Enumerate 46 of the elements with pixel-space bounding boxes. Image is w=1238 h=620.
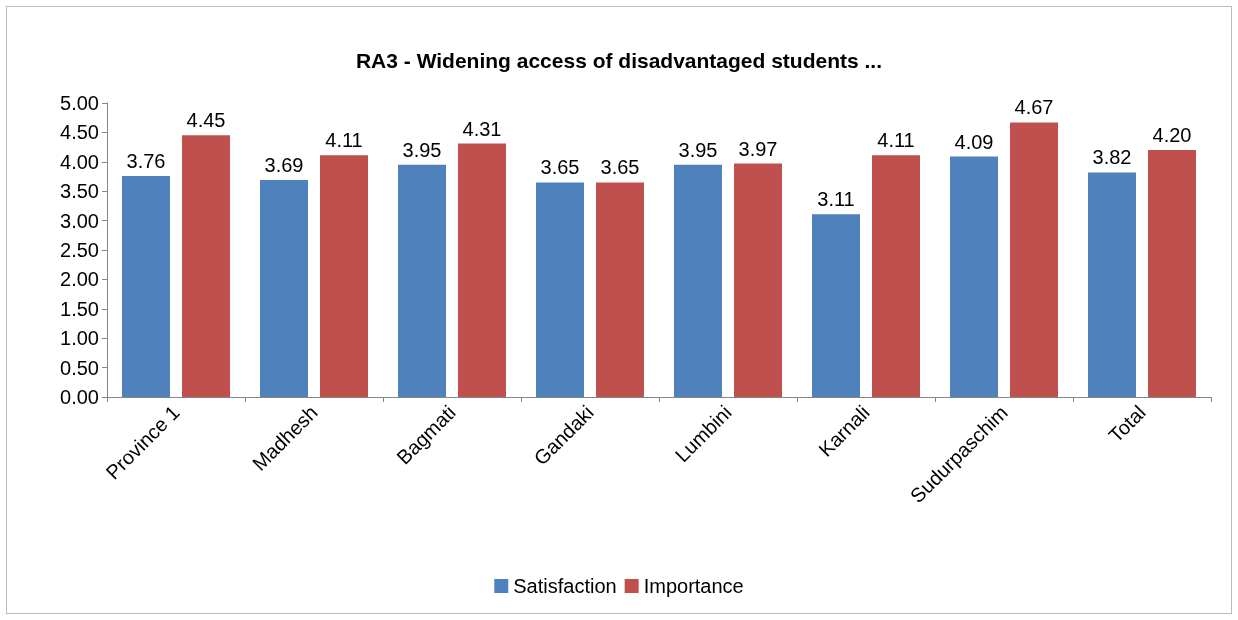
data-label: 3.69 — [264, 154, 304, 177]
data-label: 4.45 — [186, 109, 226, 132]
data-label: 3.76 — [126, 149, 166, 172]
data-label: 4.31 — [462, 117, 502, 140]
bar — [734, 163, 782, 397]
data-label: 3.82 — [1092, 146, 1132, 169]
y-tick-label: 0.50 — [60, 356, 99, 379]
bar — [872, 155, 920, 397]
y-tick-label: 3.00 — [60, 209, 99, 232]
bar — [674, 164, 722, 397]
y-tick-label: 4.50 — [60, 121, 99, 144]
bar — [122, 175, 170, 397]
y-tick-label: 4.00 — [60, 150, 99, 173]
bar — [596, 182, 644, 397]
y-tick-label: 5.00 — [60, 92, 99, 114]
bar — [950, 156, 998, 397]
y-tick-label: 1.50 — [60, 297, 99, 320]
y-tick-label: 1.00 — [60, 327, 99, 350]
data-label: 3.11 — [817, 188, 855, 211]
y-tick-label: 2.00 — [60, 268, 99, 291]
bar — [320, 155, 368, 397]
bar — [1010, 122, 1058, 397]
bar — [1088, 172, 1136, 397]
y-tick-label: 2.50 — [60, 239, 99, 261]
data-label: 4.09 — [954, 130, 994, 153]
bar — [1148, 150, 1196, 397]
bar — [398, 164, 446, 397]
data-label: 4.11 — [877, 129, 915, 152]
bar — [812, 214, 860, 397]
legend-label: Satisfaction — [513, 575, 617, 597]
data-label: 4.11 — [325, 129, 363, 152]
legend-label: Importance — [643, 575, 744, 597]
data-label: 4.67 — [1014, 96, 1054, 119]
bar — [260, 180, 308, 397]
y-tick-label: 0.00 — [60, 386, 99, 408]
chart-title: RA3 - Widening access of disadvantaged students ... — [355, 49, 883, 72]
bar — [182, 135, 230, 397]
y-tick-label: 3.50 — [60, 180, 99, 203]
data-label: 3.95 — [402, 138, 442, 161]
data-label: 4.20 — [1152, 124, 1192, 147]
data-label: 3.65 — [600, 156, 640, 179]
data-label: 3.97 — [738, 137, 778, 160]
bar — [536, 182, 584, 397]
data-label: 3.95 — [678, 138, 718, 161]
bar — [458, 143, 506, 397]
data-label: 3.65 — [540, 156, 580, 179]
